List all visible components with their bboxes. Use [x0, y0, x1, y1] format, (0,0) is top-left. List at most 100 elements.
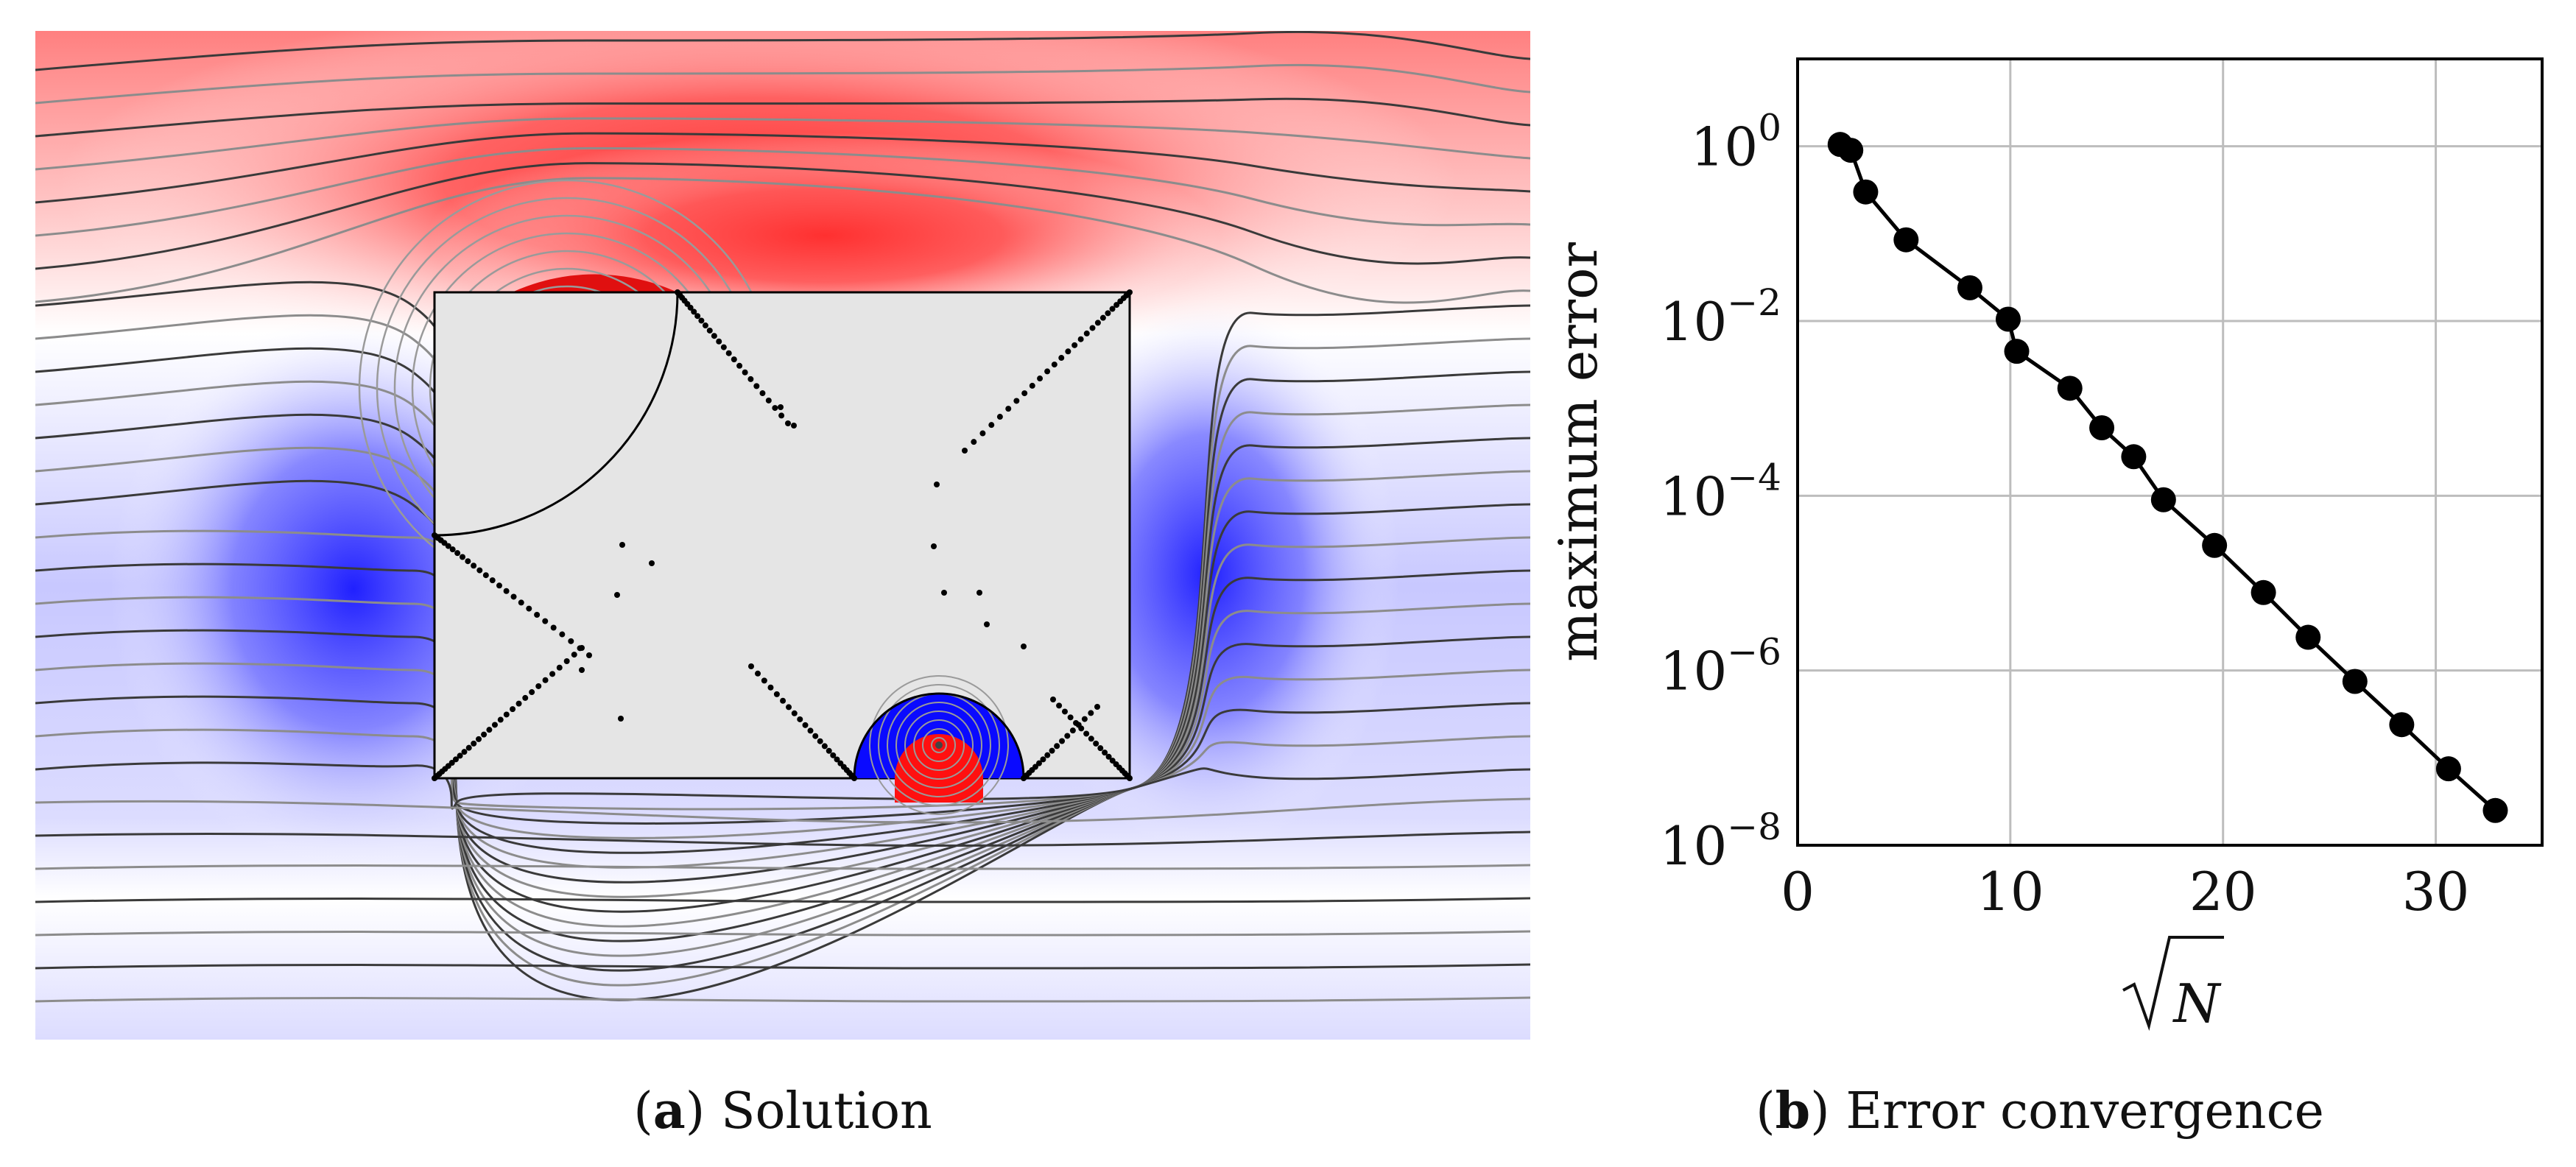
ring — [869, 675, 1009, 815]
pole-dot — [971, 439, 977, 445]
pole-dot — [449, 546, 456, 553]
ring — [922, 728, 956, 762]
pole-dot — [812, 733, 819, 739]
streamline — [35, 864, 1530, 870]
solution-panel — [35, 31, 1530, 1040]
pole-dot — [1051, 362, 1058, 368]
pole-dot — [542, 677, 549, 683]
ring — [931, 737, 947, 753]
pole-dot — [702, 322, 708, 329]
caption-b: (b) Error convergence — [1756, 1082, 2324, 1140]
lower-arc-outline — [853, 692, 1025, 779]
pole-dot — [834, 756, 840, 763]
streamline — [35, 963, 1530, 970]
streamline — [35, 413, 1530, 942]
pole-dot — [526, 605, 532, 612]
x-axis-label: N — [2122, 936, 2224, 1034]
pole-dot — [761, 677, 767, 684]
pole-dot — [691, 309, 697, 315]
pole-dot — [1105, 753, 1112, 760]
pole-dot — [535, 683, 542, 689]
grid — [1798, 59, 2542, 845]
pole-dot — [614, 592, 620, 598]
pole-dot — [482, 572, 489, 579]
pole-dot — [1094, 704, 1100, 710]
ring — [878, 684, 1000, 806]
pole-dot — [476, 736, 482, 742]
pole-dot — [687, 304, 694, 311]
x-axis-ticks: 0 10 20 30 — [1781, 861, 2469, 923]
streamline — [35, 529, 1530, 898]
pole-dot — [826, 747, 832, 754]
pole-dot — [503, 711, 510, 718]
streamline — [35, 930, 1530, 937]
pole-dot — [465, 744, 472, 751]
obstacle-rectangle — [433, 291, 1131, 780]
x-tick-label: 20 — [2189, 861, 2257, 923]
pole-dot — [748, 663, 754, 669]
pole-dot — [1040, 756, 1046, 763]
pole-dot — [988, 422, 995, 429]
pole-dot — [780, 697, 786, 704]
pole-dot — [461, 749, 468, 755]
pole-dot — [489, 577, 496, 584]
pole-dot — [515, 700, 522, 707]
pole-dot — [778, 404, 784, 410]
pole-dot — [1113, 761, 1119, 768]
x-axis-label-symbol: N — [2172, 973, 2223, 1034]
y-tick-label: 10−4 — [1660, 456, 1781, 527]
plot-frame — [1796, 57, 2544, 847]
pole-dot — [529, 689, 535, 696]
pole-dot — [706, 327, 713, 334]
streamline — [35, 563, 1530, 884]
pole-dot — [618, 716, 624, 722]
pole-dot — [830, 752, 837, 758]
pole-dot — [571, 652, 577, 658]
pole-dot — [772, 405, 778, 412]
pole-dot — [1109, 306, 1116, 312]
pole-dot — [1021, 390, 1028, 397]
pole-dot — [753, 383, 760, 389]
pole-dot — [486, 727, 493, 733]
y-tick-label: 100 — [1691, 107, 1781, 178]
pole-dot — [807, 727, 814, 734]
streamline — [35, 596, 1530, 869]
pole-dot — [550, 624, 557, 631]
pole-dot — [497, 716, 504, 723]
pole-dot — [649, 560, 655, 566]
pole-dot — [1021, 644, 1027, 649]
pole-dot — [1032, 764, 1038, 770]
pole-dot — [1069, 727, 1076, 734]
pole-dot — [1059, 738, 1066, 744]
pole-dot — [773, 691, 780, 697]
pole-dot — [1089, 325, 1096, 331]
pole-dot — [1083, 730, 1090, 737]
pole-dot — [1064, 733, 1071, 739]
pole-dot — [556, 664, 563, 671]
streamline — [35, 629, 1530, 854]
pole-dot — [934, 482, 940, 487]
pole-dot — [510, 706, 516, 713]
ring — [904, 711, 974, 780]
pole-dot — [736, 362, 743, 369]
y-tick-label: 10−2 — [1660, 281, 1781, 353]
y-tick-label: 10−8 — [1660, 805, 1781, 877]
pole-dot — [476, 567, 483, 574]
pole-dot — [767, 684, 774, 691]
data-point — [1838, 138, 1864, 163]
pole-dot — [694, 313, 701, 320]
error-convergence-panel: 0 10 20 30 100 10−2 10−4 10−6 10−8 maximum erro… — [1547, 57, 2544, 1034]
series-maximum-error — [1827, 132, 2508, 823]
streamline — [35, 31, 1530, 71]
pole-dot — [791, 423, 797, 429]
pole-dot — [1013, 398, 1020, 404]
pole-dot — [1077, 336, 1084, 342]
data-point — [2004, 339, 2030, 364]
pole-dot — [1058, 355, 1065, 362]
pole-dot — [579, 667, 585, 673]
pole-dot — [586, 652, 592, 658]
pole-dot — [579, 645, 585, 651]
pole-dot — [542, 618, 549, 624]
data-point — [2389, 712, 2415, 738]
